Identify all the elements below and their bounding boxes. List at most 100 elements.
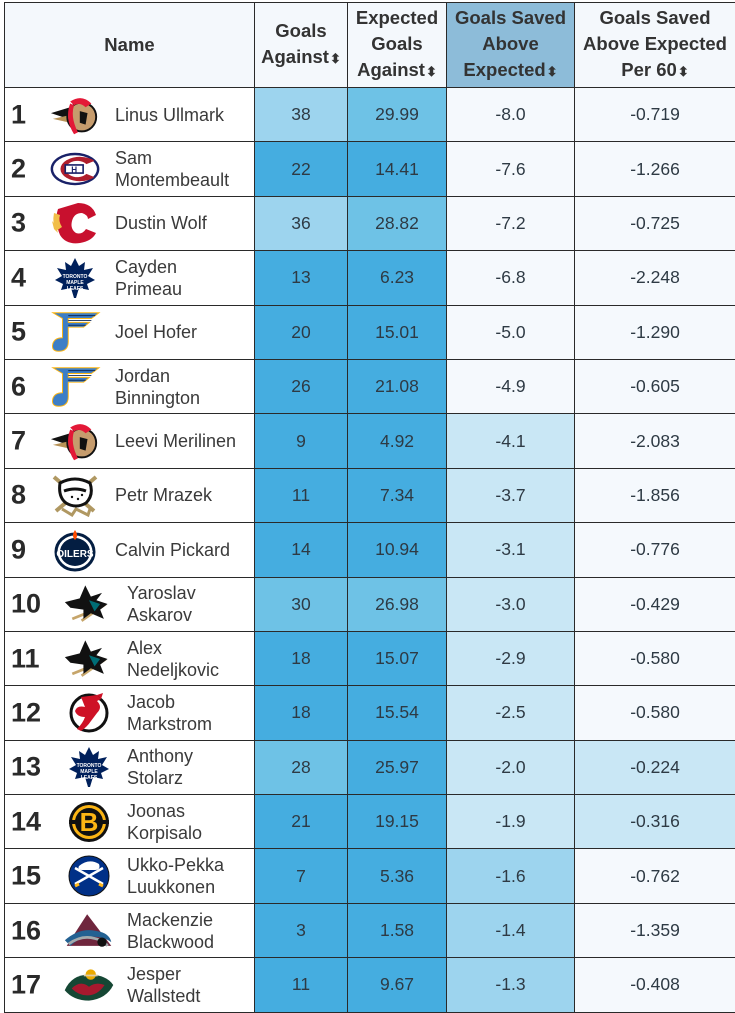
montreal-canadiens-logo-icon: H — [49, 147, 101, 191]
rank-number: 9 — [11, 534, 26, 565]
cell-gsax: -1.6 — [447, 849, 575, 903]
cell-gsax60: -0.725 — [575, 196, 735, 250]
cell-ga: 21 — [255, 795, 348, 849]
player-name[interactable]: Leevi Merilinen — [115, 430, 236, 452]
cell-ga: 20 — [255, 305, 348, 359]
cell-gsax: -4.1 — [447, 414, 575, 468]
cell-gsax60: -0.762 — [575, 849, 735, 903]
cell-gsax60: -0.224 — [575, 740, 735, 794]
cell-gsax60: -0.605 — [575, 359, 735, 413]
header-label: Per 60 — [621, 59, 677, 80]
cell-gsax: -7.2 — [447, 196, 575, 250]
player-name-line: Calvin Pickard — [115, 540, 230, 560]
cell-xga: 21.08 — [348, 359, 447, 413]
player-name[interactable]: Joel Hofer — [115, 321, 197, 343]
cell-xga: 4.92 — [348, 414, 447, 468]
san-jose-sharks-logo-icon — [63, 637, 115, 681]
colorado-avalanche-logo-icon — [63, 909, 115, 953]
player-name-line: Mackenzie — [127, 910, 213, 930]
cell-ga: 13 — [255, 251, 348, 305]
header-label: Expected — [463, 59, 545, 80]
svg-text:OILERS: OILERS — [56, 549, 94, 560]
rank-number: 14 — [11, 806, 41, 837]
cell-ga: 26 — [255, 359, 348, 413]
cell-xga: 29.99 — [348, 88, 447, 142]
sort-icon[interactable]: ⬍ — [330, 51, 341, 66]
player-name-line: Askarov — [127, 605, 192, 625]
player-name[interactable]: Calvin Pickard — [115, 539, 230, 561]
cell-ga: 11 — [255, 958, 348, 1012]
sort-icon[interactable]: ⬍ — [678, 64, 689, 79]
cell-gsax: -3.1 — [447, 523, 575, 577]
player-name-line: Anthony — [127, 746, 193, 766]
cell-ga: 30 — [255, 577, 348, 631]
rank-number: 4 — [11, 262, 26, 293]
rank-number: 8 — [11, 480, 26, 511]
cell-gsax60: -0.316 — [575, 795, 735, 849]
player-name-line: Stolarz — [127, 768, 183, 788]
player-name[interactable]: Dustin Wolf — [115, 212, 207, 234]
player-name[interactable]: Linus Ullmark — [115, 104, 224, 126]
player-name-line: Wallstedt — [127, 986, 200, 1006]
player-name[interactable]: Petr Mrazek — [115, 484, 212, 506]
cell-xga: 7.34 — [348, 468, 447, 522]
sort-icon[interactable]: ⬍ — [547, 64, 558, 79]
player-name-line: Jesper — [127, 964, 181, 984]
player-name-line: Nedeljkovic — [127, 660, 219, 680]
sort-icon[interactable]: ⬍ — [426, 64, 437, 79]
header-label: Above Expected — [583, 33, 727, 54]
player-name-line: Blackwood — [127, 932, 214, 952]
boston-bruins-logo-icon: B — [63, 800, 115, 844]
cell-ga: 7 — [255, 849, 348, 903]
column-header-name: Name — [5, 3, 255, 88]
cell-xga: 19.15 — [348, 795, 447, 849]
player-name-line: Binnington — [115, 388, 200, 408]
cell-ga: 9 — [255, 414, 348, 468]
header-label: Goals Saved — [455, 7, 566, 28]
new-jersey-devils-logo-icon — [63, 691, 115, 735]
cell-xga: 15.54 — [348, 686, 447, 740]
player-name-line: Luukkonen — [127, 877, 215, 897]
cell-ga: 11 — [255, 468, 348, 522]
